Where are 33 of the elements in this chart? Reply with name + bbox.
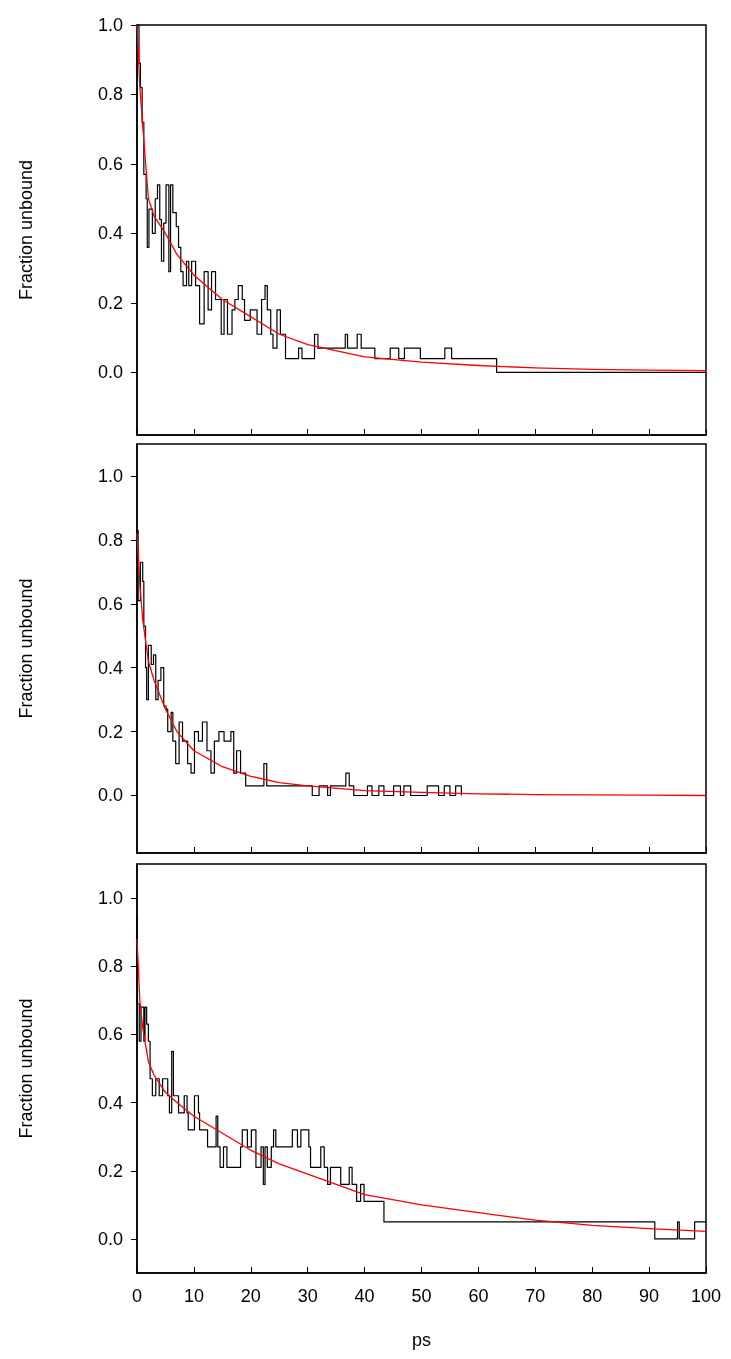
y-tick-label: 0.4 <box>97 223 123 244</box>
x-tick-label: 0 <box>131 1286 143 1306</box>
y-tick-label: 0.6 <box>97 1024 123 1045</box>
y-tick-label: 0.0 <box>97 362 123 383</box>
y-tick-label: 0.0 <box>97 1228 123 1249</box>
x-tick-label: 40 <box>354 1286 375 1306</box>
x-tick-label: 70 <box>525 1286 546 1306</box>
y-tick-label: 0.2 <box>97 292 123 313</box>
y-axis-title: Fraction unbound <box>16 159 36 301</box>
y-axis-title: Fraction unbound <box>16 578 36 719</box>
x-tick-label: 60 <box>468 1286 489 1306</box>
y-tick-label: 0.2 <box>97 1160 123 1181</box>
y-tick-label: 0.6 <box>97 593 123 614</box>
y-tick-label: 0.8 <box>97 956 123 977</box>
x-axis-title: ps <box>411 1330 432 1350</box>
y-tick-label: 1.0 <box>97 888 123 909</box>
y-axis-title: Fraction unbound <box>16 998 36 1139</box>
x-tick-label: 20 <box>240 1286 261 1306</box>
x-tick-label: 80 <box>582 1286 603 1306</box>
y-tick-label: 0.2 <box>97 721 123 742</box>
x-tick-label: 30 <box>297 1286 318 1306</box>
y-tick-label: 1.0 <box>97 15 123 35</box>
y-tick-label: 0.8 <box>97 84 123 105</box>
y-tick-label: 0.0 <box>97 785 123 806</box>
y-tick-label: 0.4 <box>97 657 123 678</box>
x-tick-label: 10 <box>183 1286 204 1306</box>
y-tick-label: 0.8 <box>97 529 123 550</box>
y-tick-label: 1.0 <box>97 465 123 486</box>
x-tick-label: 90 <box>639 1286 660 1306</box>
x-tick-label: 100 <box>690 1286 722 1306</box>
y-tick-label: 0.4 <box>97 1092 123 1113</box>
x-tick-label: 50 <box>411 1286 432 1306</box>
y-tick-label: 0.6 <box>97 153 123 174</box>
